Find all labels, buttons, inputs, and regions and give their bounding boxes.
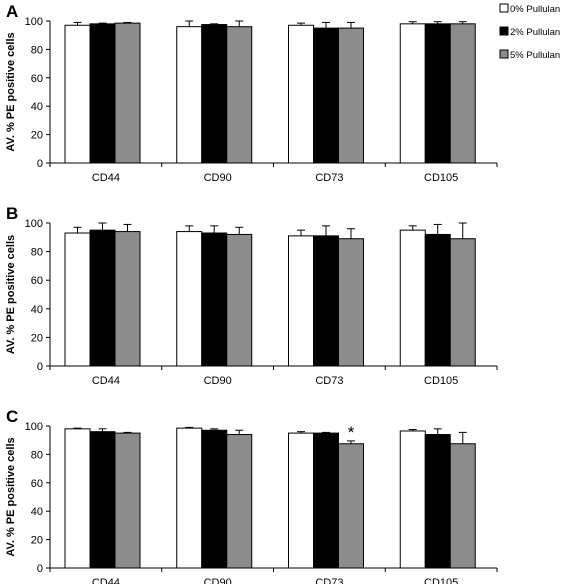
bar [176,26,203,164]
bar [399,430,426,569]
y-tick-label: 100 [25,218,43,230]
chart-panel-b: B AV. % PE positive cells 0 20 40 60 80 100 CD44… [5,204,498,387]
legend: 0% Pullulan 2% Pullulan 5% Pullulan [499,3,560,61]
x-tick-label: CD105 [424,577,458,584]
y-axis-title: AV. % PE positive cells [5,437,17,556]
bar [313,235,339,367]
bar [64,428,91,569]
bar [449,23,476,164]
y-tick-label: 100 [25,16,43,28]
panel-label: A [6,2,18,21]
bar [288,432,314,569]
bar [313,432,339,569]
y-tick-label: 100 [25,421,43,433]
y-axis-title: AV. % PE positive cells [5,235,17,354]
y-axis-title: AV. % PE positive cells [5,32,17,151]
legend-swatch [499,3,509,13]
panel-label: C [6,407,18,426]
bar [114,432,141,569]
x-tick-label: CD90 [204,172,232,184]
bar [64,232,91,367]
bar [226,233,253,367]
bar [114,231,141,367]
bar [201,24,228,164]
y-tick-label: 20 [31,535,43,547]
bar [449,443,476,569]
y-tick-label: 0 [37,158,43,170]
bar [424,233,451,367]
chart-panel-a: A AV. % PE positive cells 0 20 40 60 80 100 CD44… [5,2,560,184]
bar [114,22,141,164]
bar [176,231,203,367]
bar [288,235,314,367]
y-tick-label: 40 [31,101,43,113]
y-tick-label: 40 [31,304,43,316]
x-tick-label: CD105 [424,172,458,184]
x-tick-label: CD44 [92,172,120,184]
y-tick-label: 80 [31,247,43,259]
x-tick-label: CD44 [92,577,120,584]
bar [288,24,314,164]
bar [449,238,476,367]
y-tick-label: 60 [31,73,43,85]
legend-swatch [499,26,509,36]
legend-label: 2% Pullulan [510,27,560,38]
bar [338,238,364,367]
bar [89,23,116,164]
y-tick-label: 60 [31,275,43,287]
y-tick-label: 40 [31,506,43,518]
y-tick-label: 80 [31,449,43,461]
legend-swatch [499,49,509,59]
panel-label: B [6,204,18,223]
legend-label: 0% Pullulan [510,4,560,15]
bar [64,24,91,164]
y-tick-label: 0 [37,563,43,575]
x-tick-label: CD73 [315,375,343,387]
significance-marker: * [348,423,355,442]
x-tick-label: CD73 [315,172,343,184]
x-tick-label: CD90 [204,375,232,387]
bar [338,443,364,569]
bar [226,26,253,164]
bar [424,23,451,164]
x-tick-label: CD105 [424,375,458,387]
bar [313,27,339,164]
y-tick-label: 20 [31,130,43,142]
bar [399,23,426,164]
y-tick-label: 80 [31,44,43,56]
bar [89,229,116,367]
bar [338,27,364,164]
bar [89,431,116,569]
y-tick-label: 0 [37,361,43,373]
x-tick-label: CD90 [204,577,232,584]
legend-label: 5% Pullulan [510,50,560,61]
x-tick-label: CD73 [315,577,343,584]
bar [176,427,203,569]
y-tick-label: 20 [31,332,43,344]
chart-panel-c: C AV. % PE positive cells 0 20 40 60 80 100 CD44… [5,407,498,584]
bar [201,232,228,367]
y-tick-label: 60 [31,478,43,490]
bar [226,434,253,569]
bar [399,229,426,367]
bar [424,434,451,569]
x-tick-label: CD44 [92,375,120,387]
bar [201,429,228,569]
